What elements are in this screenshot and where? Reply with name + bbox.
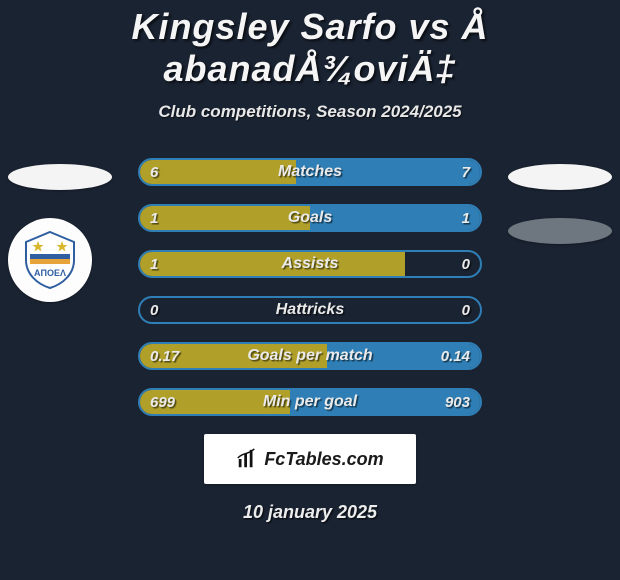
chart-icon (236, 448, 258, 470)
bar-fill-left (140, 252, 405, 276)
date-text: 10 january 2025 (0, 502, 620, 523)
stat-value-right: 0 (462, 298, 470, 322)
right-badge-column (508, 164, 612, 272)
stat-value-left: 1 (150, 206, 158, 230)
svg-text:ΑΠΟΕΛ: ΑΠΟΕΛ (34, 268, 66, 278)
subtitle: Club competitions, Season 2024/2025 (0, 102, 620, 122)
stat-row: 699903Min per goal (138, 388, 482, 416)
player-oval (8, 164, 112, 190)
stat-row: 10Assists (138, 250, 482, 278)
stat-value-left: 0 (150, 298, 158, 322)
bar-fill-right (296, 160, 480, 184)
comparison-card: Kingsley Sarfo vs Å abanadÅ¾oviÄ‡ Club c… (0, 0, 620, 523)
stat-row: 0 0Hattricks (138, 296, 482, 324)
watermark-text: FcTables.com (264, 449, 383, 470)
stat-bars: 67Matches11Goals10Assists00Hattricks0.17… (138, 158, 482, 416)
stat-value-left: 0.17 (150, 344, 179, 368)
stat-value-right: 1 (462, 206, 470, 230)
bar-fill-left (140, 160, 296, 184)
bar-fill-left (140, 206, 310, 230)
club-oval-placeholder (508, 218, 612, 244)
comparison-body: ΑΠΟΕΛ 67Matches11Goals10Assists00Hattric… (0, 158, 620, 416)
player-oval (508, 164, 612, 190)
club-badge-apoel: ΑΠΟΕΛ (8, 218, 92, 302)
watermark-badge[interactable]: FcTables.com (204, 434, 416, 484)
stat-value-left: 699 (150, 390, 175, 414)
stat-value-right: 7 (462, 160, 470, 184)
stat-value-right: 903 (445, 390, 470, 414)
stat-value-right: 0 (462, 252, 470, 276)
stat-label: Hattricks (140, 298, 480, 322)
left-badge-column: ΑΠΟΕΛ (8, 164, 112, 302)
stat-row: 0.170.14Goals per match (138, 342, 482, 370)
stat-row: 11Goals (138, 204, 482, 232)
page-title: Kingsley Sarfo vs Å abanadÅ¾oviÄ‡ (0, 6, 620, 90)
bar-fill-right (310, 206, 480, 230)
apoel-crest-icon: ΑΠΟΕΛ (18, 228, 82, 292)
stat-value-right: 0.14 (441, 344, 470, 368)
stat-value-left: 6 (150, 160, 158, 184)
stat-row: 67Matches (138, 158, 482, 186)
stat-value-left: 1 (150, 252, 158, 276)
